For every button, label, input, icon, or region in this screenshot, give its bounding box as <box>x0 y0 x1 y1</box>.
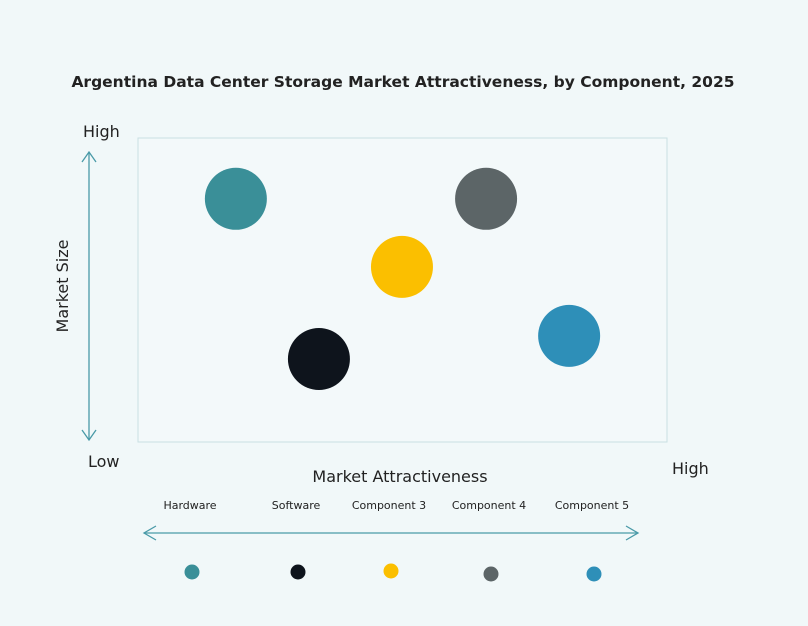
legend-marker <box>483 566 499 582</box>
x-axis-label: Market Attractiveness <box>312 467 487 486</box>
y-axis-arrow <box>81 150 97 442</box>
chart-title: Argentina Data Center Storage Market Att… <box>71 73 734 91</box>
bubble-component-5 <box>538 304 601 367</box>
y-axis-label: Market Size <box>53 240 72 333</box>
legend: Hardware Software Component 3 Component 4 Co… <box>163 499 629 582</box>
legend-arrow <box>142 525 640 541</box>
x-low-label: Low <box>88 452 120 471</box>
legend-label: Component 5 <box>555 499 629 512</box>
legend-label: Component 4 <box>452 499 526 512</box>
legend-label: Hardware <box>163 499 216 512</box>
legend-marker <box>290 564 306 580</box>
bubble-hardware <box>204 167 267 230</box>
legend-marker <box>586 566 602 582</box>
legend-marker <box>383 563 399 579</box>
legend-label: Software <box>272 499 321 512</box>
bubble-software <box>287 328 350 391</box>
x-high-label: High <box>672 459 709 478</box>
bubble-component-3 <box>370 235 433 298</box>
bubbles <box>204 167 601 391</box>
bubble-component-4 <box>455 167 518 230</box>
y-high-label: High <box>83 122 120 141</box>
legend-marker <box>184 564 200 580</box>
legend-label: Component 3 <box>352 499 426 512</box>
